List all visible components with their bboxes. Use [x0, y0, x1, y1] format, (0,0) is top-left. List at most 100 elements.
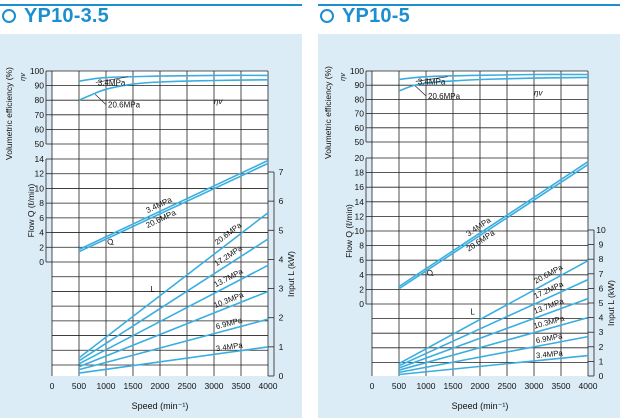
- tick-label-x: 2000: [471, 381, 490, 391]
- l-series-symbol: L: [470, 307, 475, 316]
- tick-label-power: 5: [599, 298, 604, 308]
- series-line-power-34mpa: [398, 354, 589, 376]
- series-label-efficiency-20-6mpa: 20.6MPa: [108, 101, 141, 110]
- tick-label-power: 0: [279, 371, 284, 381]
- series-line-power-69mpa: [398, 335, 589, 374]
- series-line-power-103mpa: [398, 316, 589, 371]
- x-axis-label: Speed (min⁻¹): [452, 401, 509, 411]
- tick-label-power: 3: [599, 327, 604, 337]
- tick-label-flow: 2: [359, 284, 364, 294]
- y-axis-label-power: Input L (kW): [286, 251, 296, 297]
- y-axis-label-efficiency: Volumetric efficiency (%): [323, 66, 333, 159]
- tick-label-flow: 20: [355, 153, 365, 163]
- series-line-power-172mpa: [398, 278, 589, 367]
- tick-label-flow: 14: [35, 154, 45, 164]
- tick-label-x: 2000: [151, 381, 170, 391]
- tick-label-efficiency: 60: [355, 123, 365, 133]
- title-circle-icon: [320, 9, 334, 23]
- tick-label-flow: 0: [359, 299, 364, 309]
- tick-label-efficiency: 100: [350, 66, 364, 76]
- series-line-flow-34mpa: [78, 159, 269, 251]
- series-label-efficiency-3-4mpa: 3.4MPa: [98, 78, 126, 87]
- y-axis-label-efficiency: Volumetric efficiency (%): [4, 67, 14, 160]
- tick-label-power: 0: [599, 371, 604, 381]
- title-circle-icon: [2, 9, 16, 23]
- tick-label-efficiency: 100: [30, 66, 44, 76]
- chart-panel-yp10-3-5: YP10-3.5 100 90 80 70 60 50 14 12 10 8 6 4 2 0 7 6 5 4 3 2 1…: [0, 0, 302, 418]
- series-line-power-103mpa: [78, 290, 269, 368]
- series-line-power-34mpa: [78, 346, 269, 374]
- tick-label-x: 3000: [525, 381, 544, 391]
- tick-label-efficiency: 70: [35, 110, 45, 120]
- tick-label-power: 10: [596, 225, 606, 235]
- series-line-power-137mpa: [78, 264, 269, 365]
- series-label-efficiency-3-4mpa: 3.4MPa: [418, 77, 446, 86]
- eta-axis-symbol: ηv: [338, 72, 347, 81]
- series-line-flow-34mpa: [398, 161, 589, 288]
- chart-svg-yp10-5: 1009080706050201816141210864201098765432…: [323, 66, 616, 411]
- tick-label-power: 1: [599, 356, 604, 366]
- tick-label-flow: 4: [39, 228, 44, 238]
- tick-label-x: 2500: [498, 381, 517, 391]
- series-line-efficiency-206mpa: [398, 76, 589, 92]
- series-line-flow-206mpa: [78, 162, 269, 253]
- title-rule: [318, 4, 620, 6]
- chart-title: YP10-5: [342, 5, 410, 27]
- q-series-symbol: Q: [106, 237, 115, 248]
- tick-label-flow: 10: [355, 226, 365, 236]
- y-axis-label-power: Input L (kW): [606, 280, 616, 326]
- tick-label-x: 0: [370, 381, 375, 391]
- tick-label-efficiency: 50: [355, 137, 365, 147]
- tick-label-power: 5: [279, 225, 284, 235]
- tick-label-efficiency: 50: [35, 139, 45, 149]
- eta-series-symbol: ηv: [534, 89, 543, 98]
- tick-label-x: 1500: [444, 381, 463, 391]
- y-axis-label-flow: Flow Q (ℓ/min): [344, 204, 354, 258]
- series-line-power-206mpa: [398, 259, 589, 365]
- tick-label-flow: 8: [359, 241, 364, 251]
- tick-label-x: 2500: [178, 381, 197, 391]
- tick-label-power: 2: [279, 313, 284, 323]
- tick-label-x: 3500: [232, 381, 251, 391]
- tick-label-flow: 16: [355, 182, 365, 192]
- tick-label-x: 1000: [97, 381, 116, 391]
- series-label-efficiency-20-6mpa: 20.6MPa: [428, 92, 461, 101]
- chart-title: YP10-3.5: [24, 5, 109, 27]
- eta-series-symbol: ηv: [214, 97, 223, 106]
- eta-axis-symbol: ηv: [18, 72, 27, 81]
- tick-label-power: 7: [599, 269, 604, 279]
- series-line-efficiency-34mpa: [398, 73, 589, 81]
- tick-label-x: 1500: [124, 381, 143, 391]
- tick-label-flow: 2: [39, 242, 44, 252]
- tick-label-power: 3: [279, 284, 284, 294]
- l-series-symbol: L: [150, 285, 155, 294]
- series-line-power-206mpa: [78, 212, 269, 359]
- tick-label-x: 3500: [552, 381, 571, 391]
- q-series-symbol: Q: [425, 268, 435, 279]
- tick-label-x: 1000: [417, 381, 436, 391]
- leader-line: [94, 94, 107, 105]
- y-axis-label-flow: Flow Q (ℓ/min): [26, 183, 36, 237]
- tick-label-power: 8: [599, 254, 604, 264]
- leader-line: [415, 76, 448, 82]
- tick-label-power: 9: [599, 240, 604, 250]
- tick-label-power: 4: [279, 254, 284, 264]
- tick-label-power: 6: [279, 196, 284, 206]
- tick-label-power: 1: [279, 342, 284, 352]
- tick-label-x: 4000: [579, 381, 598, 391]
- series-label-power-34mpa: 3.4MPa: [215, 340, 244, 353]
- tick-label-power: 7: [279, 167, 284, 177]
- tick-label-flow: 6: [39, 213, 44, 223]
- tick-label-flow: 12: [35, 169, 45, 179]
- tick-label-flow: 4: [359, 270, 364, 280]
- tick-label-power: 2: [599, 342, 604, 352]
- tick-label-efficiency: 80: [35, 95, 45, 105]
- tick-label-flow: 8: [39, 198, 44, 208]
- series-line-efficiency-206mpa: [78, 79, 269, 101]
- tick-label-flow: 14: [355, 197, 365, 207]
- series-line-power-172mpa: [78, 238, 269, 362]
- series-line-power-137mpa: [398, 297, 589, 369]
- chart-panel-yp10-5: YP10-5 100 90 80 70 60 50 20 18 16 14 12 10 8 6 4 2 0 10 9…: [318, 0, 620, 418]
- leader-line: [95, 76, 128, 83]
